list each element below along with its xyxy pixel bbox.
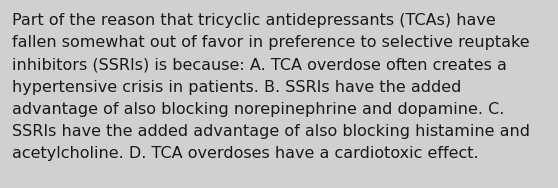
Text: advantage of also blocking norepinephrine and dopamine. C.: advantage of also blocking norepinephrin… bbox=[12, 102, 504, 117]
Text: acetylcholine. D. TCA overdoses have a cardiotoxic effect.: acetylcholine. D. TCA overdoses have a c… bbox=[12, 146, 479, 161]
Text: hypertensive crisis in patients. B. SSRIs have the added: hypertensive crisis in patients. B. SSRI… bbox=[12, 80, 461, 95]
Text: SSRIs have the added advantage of also blocking histamine and: SSRIs have the added advantage of also b… bbox=[12, 124, 530, 139]
Text: inhibitors (SSRIs) is because: A. TCA overdose often creates a: inhibitors (SSRIs) is because: A. TCA ov… bbox=[12, 58, 507, 73]
Text: fallen somewhat out of favor in preference to selective reuptake: fallen somewhat out of favor in preferen… bbox=[12, 35, 530, 50]
Text: Part of the reason that tricyclic antidepressants (TCAs) have: Part of the reason that tricyclic antide… bbox=[12, 13, 496, 28]
